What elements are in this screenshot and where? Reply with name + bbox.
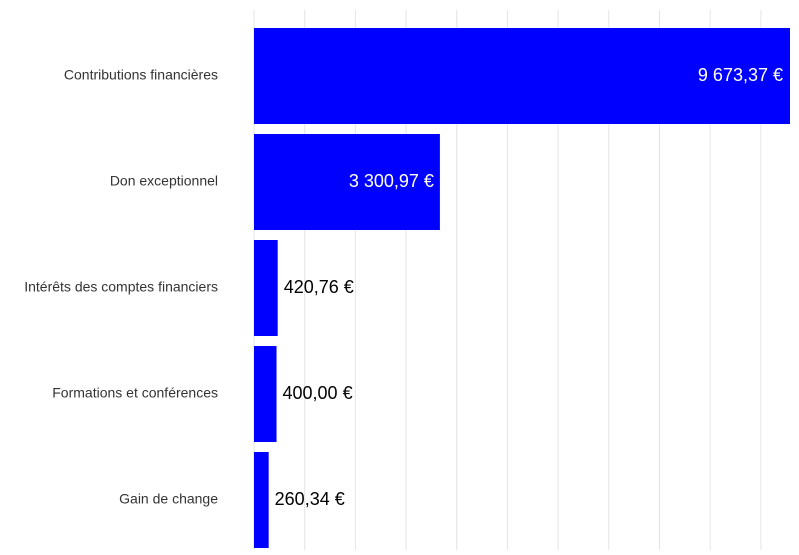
category-label: Intérêts des comptes financiers <box>24 279 218 295</box>
bar <box>254 28 790 124</box>
category-label: Gain de change <box>119 491 218 507</box>
bar <box>254 240 278 336</box>
value-label: 400,00 € <box>283 383 353 403</box>
value-label: 3 300,97 € <box>349 171 434 191</box>
value-label: 420,76 € <box>284 277 354 297</box>
value-label: 260,34 € <box>275 489 345 509</box>
category-label: Formations et conférences <box>52 385 218 401</box>
bars <box>254 28 790 548</box>
category-label: Don exceptionnel <box>110 173 218 189</box>
value-label: 9 673,37 € <box>698 65 783 85</box>
bar <box>254 452 269 548</box>
bar <box>254 134 440 230</box>
bar <box>254 346 277 442</box>
category-label: Contributions financières <box>64 67 218 83</box>
